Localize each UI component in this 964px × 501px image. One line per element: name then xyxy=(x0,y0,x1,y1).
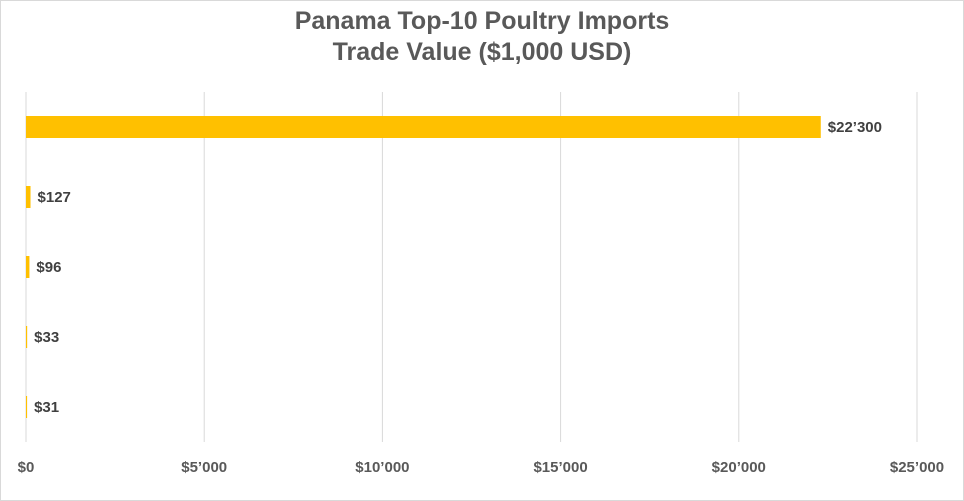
bar-0 xyxy=(26,116,821,138)
bar-2 xyxy=(26,256,30,278)
x-tick-label-2: $10’000 xyxy=(355,459,409,476)
x-tick-label-0: $0 xyxy=(18,459,35,476)
bar-1 xyxy=(26,186,31,208)
x-tick-label-4: $20’000 xyxy=(712,459,766,476)
bar-4 xyxy=(26,396,28,418)
data-label-3: $33 xyxy=(34,329,59,346)
data-label-1: $127 xyxy=(38,189,71,206)
bar-3 xyxy=(26,326,28,348)
chart-title-block: Panama Top-10 Poultry Imports Trade Valu… xyxy=(0,6,964,68)
gridlines xyxy=(25,92,918,442)
data-label-4: $31 xyxy=(34,399,59,416)
bars xyxy=(26,116,821,418)
data-labels: $22’300 $127 $96 $33 $31 xyxy=(34,119,882,416)
chart-title: Panama Top-10 Poultry Imports xyxy=(294,7,670,35)
x-tick-label-5: $25’000 xyxy=(890,459,944,476)
x-axis-ticks: $0 $5’000 $10’000 $15’000 $20’000 $25’000 xyxy=(18,459,944,476)
x-tick-label-3: $15’000 xyxy=(533,459,587,476)
data-label-0: $22’300 xyxy=(828,119,882,136)
x-tick-label-1: $5’000 xyxy=(181,459,227,476)
data-label-2: $96 xyxy=(36,259,61,276)
chart-subtitle: Trade Value ($1,000 USD) xyxy=(332,38,632,66)
